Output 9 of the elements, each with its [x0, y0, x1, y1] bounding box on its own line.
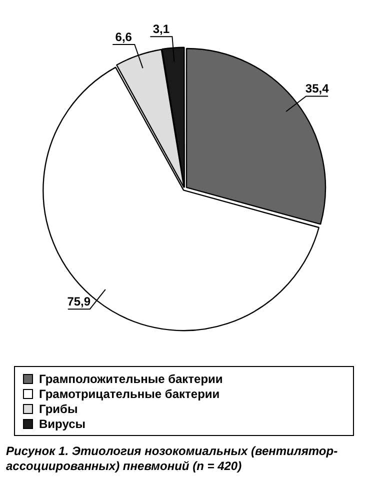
legend-label: Вирусы: [39, 416, 86, 430]
legend-label: Грамотрицательные бактерии: [39, 386, 220, 400]
data-label: 75,9: [67, 294, 91, 308]
legend-label: Грамположительные бактерии: [39, 372, 223, 386]
data-label: 6,6: [115, 30, 132, 44]
data-label: 3,1: [152, 22, 170, 36]
legend-label: Грибы: [39, 402, 78, 416]
data-label: 35,4: [305, 82, 330, 96]
text: Рисунок 1. Этиология нозокомиальных (вентилятор-ассоциированных) пневмоний (n = 420): [6, 444, 339, 474]
